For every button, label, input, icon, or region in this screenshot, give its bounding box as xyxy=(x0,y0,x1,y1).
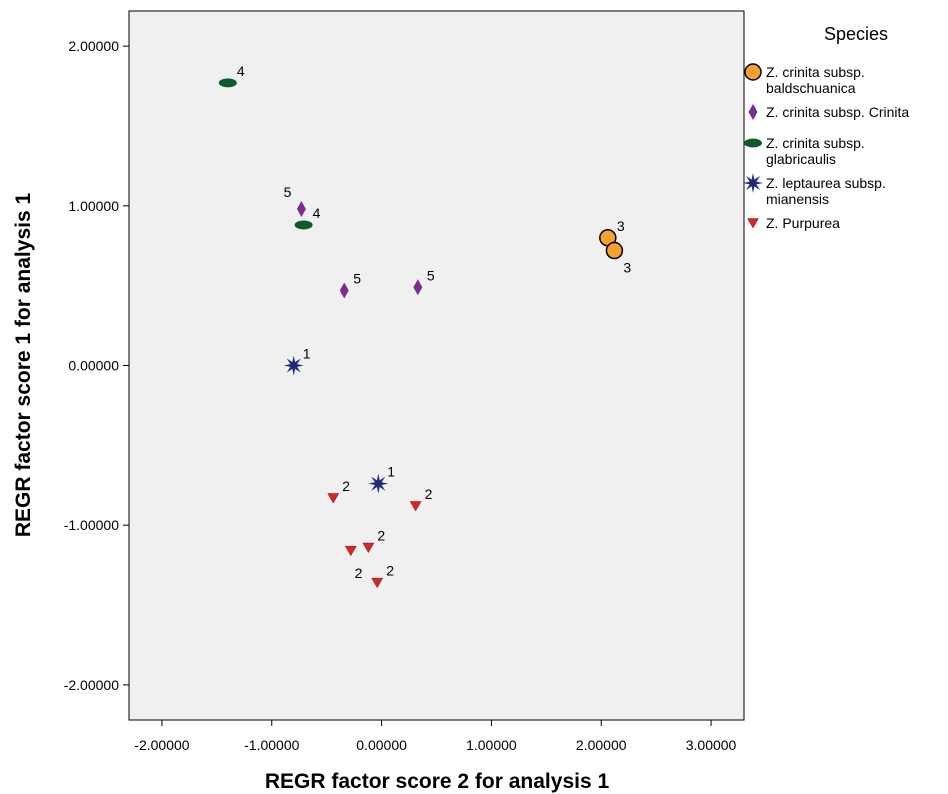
y-tick-label: -1.00000 xyxy=(64,517,119,533)
legend-item: Z. crinita subsp.baldschuanica xyxy=(744,63,865,96)
point-label: 3 xyxy=(623,260,631,276)
data-point xyxy=(413,279,423,296)
legend-label: Z. crinita subsp. Crinita xyxy=(766,104,909,120)
data-point xyxy=(327,493,340,504)
x-tick-label: -2.00000 xyxy=(134,737,189,753)
data-point xyxy=(294,220,313,230)
point-label: 2 xyxy=(425,486,433,502)
legend-label: Z. Purpurea xyxy=(766,215,840,231)
data-point xyxy=(344,545,357,557)
point-label: 1 xyxy=(387,464,395,480)
data-point xyxy=(218,78,237,88)
x-tick-label: -1.00000 xyxy=(244,737,299,753)
point-label: 3 xyxy=(617,218,625,234)
y-tick-label: -2.00000 xyxy=(64,677,119,693)
x-tick-label: 1.00000 xyxy=(466,737,517,753)
x-tick-label: 3.00000 xyxy=(686,737,737,753)
data-point xyxy=(339,282,349,299)
legend-marker xyxy=(748,104,758,120)
y-axis: 2.00000 1.00000 0.00000 -1.00000 -2.00000 xyxy=(64,38,129,693)
point-label: 5 xyxy=(427,267,435,283)
data-point xyxy=(409,501,422,512)
data-point xyxy=(296,201,306,218)
y-axis-title: REGR factor score 1 for analysis 1 xyxy=(12,193,35,538)
point-label: 5 xyxy=(353,270,361,286)
data-point xyxy=(283,355,304,376)
plot-area xyxy=(128,10,745,721)
x-axis-title: REGR factor score 2 for analysis 1 xyxy=(265,770,610,793)
legend-label: glabricaulis xyxy=(766,151,836,167)
data-point xyxy=(371,577,384,589)
data-points xyxy=(218,78,624,589)
point-label: 1 xyxy=(303,346,311,362)
point-label: 4 xyxy=(313,205,321,221)
point-labels: 3 3 5 5 5 4 4 1 1 2 2 2 2 2 xyxy=(237,63,632,581)
legend-title: Species xyxy=(824,24,888,44)
legend-item: Z. leptaurea subsp.mianensis xyxy=(743,173,886,207)
y-tick-label: 2.00000 xyxy=(68,38,119,54)
data-point xyxy=(368,473,389,494)
legend-item: Z. Purpurea xyxy=(747,215,840,231)
y-tick-label: 1.00000 xyxy=(68,198,119,214)
point-label: 2 xyxy=(355,565,363,581)
legend-marker xyxy=(744,138,762,148)
point-label: 5 xyxy=(284,184,292,200)
x-axis: -2.00000 -1.00000 0.00000 1.00000 2.00000 3.0… xyxy=(134,720,737,753)
x-tick-label: 0.00000 xyxy=(356,737,407,753)
point-label: 2 xyxy=(386,563,394,579)
data-point xyxy=(362,542,375,554)
point-label: 2 xyxy=(342,478,350,494)
legend-label: baldschuanica xyxy=(766,80,856,96)
legend-marker xyxy=(747,218,759,229)
data-point xyxy=(605,241,624,260)
y-tick-label: 0.00000 xyxy=(68,358,119,374)
legend-marker xyxy=(744,63,762,81)
legend-marker xyxy=(743,173,763,193)
legend-label: Z. crinita subsp. xyxy=(766,135,865,151)
x-tick-label: 2.00000 xyxy=(576,737,627,753)
legend-item: Z. crinita subsp.glabricaulis xyxy=(744,135,865,167)
legend-item: Z. crinita subsp. Crinita xyxy=(748,104,909,120)
legend-label: Z. crinita subsp. xyxy=(766,64,865,80)
point-label: 4 xyxy=(237,63,245,79)
legend: Species Z. crinita subsp.baldschuanicaZ.… xyxy=(743,24,909,231)
legend-label: mianensis xyxy=(766,191,829,207)
point-label: 2 xyxy=(377,528,385,544)
legend-label: Z. leptaurea subsp. xyxy=(766,175,886,191)
